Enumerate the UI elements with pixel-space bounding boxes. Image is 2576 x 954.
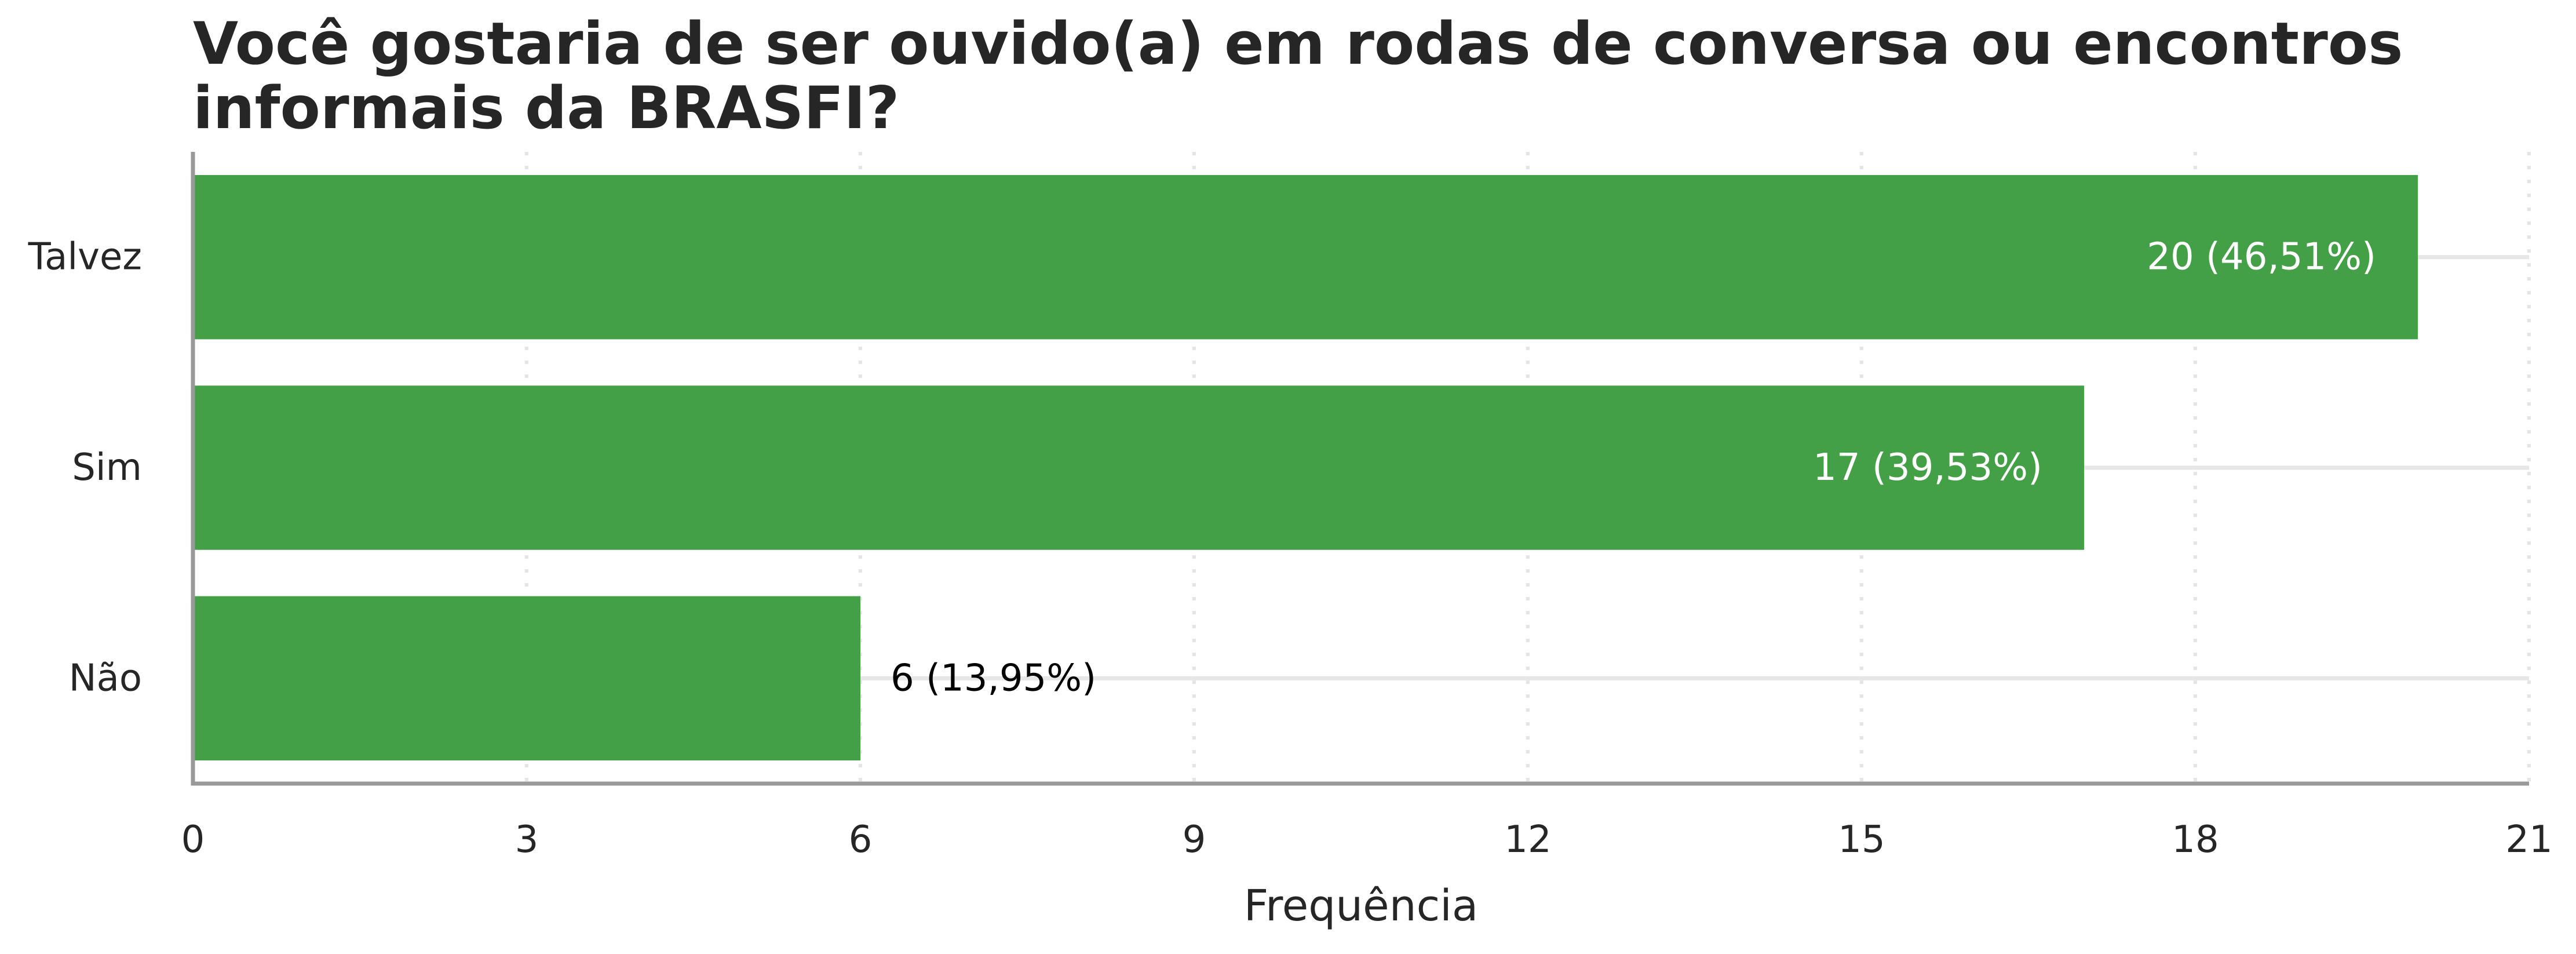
x-tick-label-6: 18: [2172, 818, 2219, 861]
bar-2: [193, 596, 860, 761]
bars: [193, 174, 2418, 761]
y-tick-label-2: Não: [69, 657, 142, 700]
x-tick-label-7: 21: [2505, 818, 2552, 861]
axes: [191, 152, 2529, 786]
x-tick-label-1: 3: [515, 818, 539, 861]
bar-0: [193, 174, 2418, 340]
x-tick-label-0: 0: [181, 818, 205, 861]
y-tick-label-1: Sim: [72, 446, 142, 489]
x-tick-label-5: 15: [1838, 818, 1885, 861]
bar-1: [193, 385, 2084, 550]
y-tick-label-0: Talvez: [28, 236, 142, 279]
labels: Talvez 20 (46,51%) Sim 17 (39,53%) Não 6 (13,…: [28, 236, 2553, 861]
x-tick-label-3: 9: [1183, 818, 1206, 861]
data-label-1: 17 (39,53%): [1813, 446, 2042, 489]
data-label-2: 6 (13,95%): [891, 657, 1096, 700]
x-axis-label: Frequência: [1244, 881, 1478, 931]
data-label-0: 20 (46,51%): [2147, 236, 2376, 279]
x-tick-label-2: 6: [849, 818, 873, 861]
x-tick-label-4: 12: [1504, 818, 1551, 861]
chart-title: Você gostaria de ser ouvido(a) em rodas …: [193, 9, 2403, 142]
